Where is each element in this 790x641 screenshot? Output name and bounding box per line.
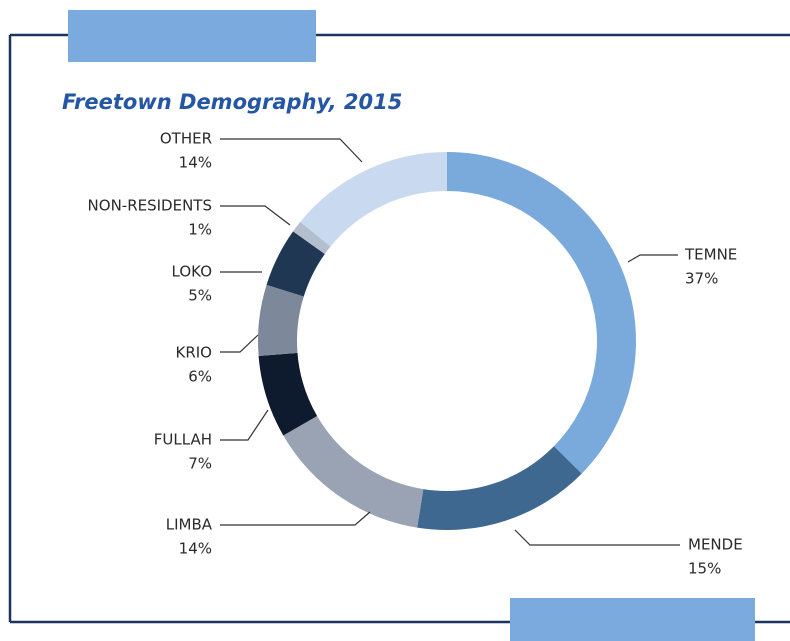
donut-slice bbox=[283, 416, 424, 528]
slice-label: LIMBA bbox=[166, 516, 213, 534]
footer-block bbox=[510, 598, 755, 641]
slice-value: 14% bbox=[179, 540, 212, 558]
leader-line bbox=[220, 409, 269, 441]
slice-value: 1% bbox=[188, 221, 212, 239]
donut-slice bbox=[258, 352, 318, 436]
slice-value: 5% bbox=[188, 287, 212, 305]
slice-label: NON-RESIDENTS bbox=[88, 197, 212, 215]
chart-title: Freetown Demography, 2015 bbox=[62, 90, 402, 114]
donut-slice bbox=[293, 221, 331, 254]
slice-label: LOKO bbox=[172, 263, 212, 281]
slice-value: 6% bbox=[188, 368, 212, 386]
slice-label: KRIO bbox=[176, 344, 213, 362]
leader-line bbox=[220, 511, 371, 526]
slice-value: 14% bbox=[179, 154, 212, 172]
slice-label: MENDE bbox=[688, 536, 743, 554]
leader-line bbox=[220, 334, 259, 353]
leader-line bbox=[627, 254, 678, 263]
slice-label: TEMNE bbox=[684, 246, 737, 264]
donut-slice bbox=[447, 152, 636, 474]
leader-line bbox=[220, 138, 363, 163]
slice-label: FULLAH bbox=[154, 431, 212, 449]
donut-slice bbox=[258, 284, 304, 356]
header-block bbox=[68, 10, 316, 62]
leader-line bbox=[514, 529, 680, 546]
leader-line bbox=[220, 205, 291, 226]
donut-slice bbox=[266, 231, 325, 297]
slice-value: 15% bbox=[688, 560, 721, 578]
slice-label: OTHER bbox=[160, 130, 212, 148]
slice-value: 37% bbox=[685, 270, 718, 288]
donut-slice bbox=[300, 152, 447, 247]
slice-value: 7% bbox=[188, 455, 212, 473]
donut-slice bbox=[417, 446, 582, 530]
